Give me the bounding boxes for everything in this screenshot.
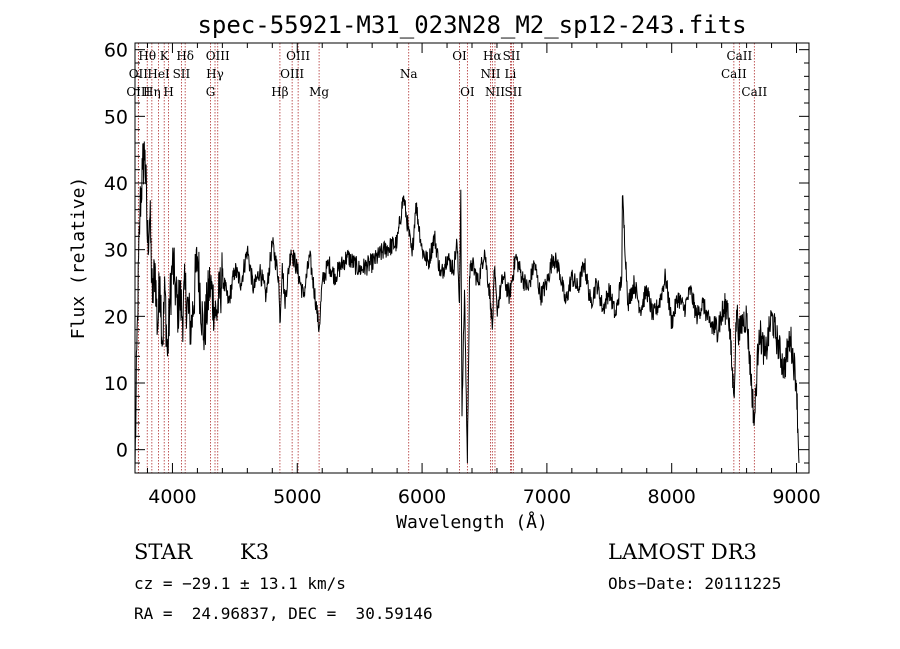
spectral-line-label: OIII xyxy=(206,49,230,63)
y-tick-label: 0 xyxy=(116,440,128,462)
spectral-line-label: Mg xyxy=(309,85,329,99)
spectral-line-label: CaII xyxy=(726,49,752,63)
x-tick-label: 7000 xyxy=(523,486,571,508)
object-class: STAR xyxy=(134,540,193,564)
spectral-line-label: Hβ xyxy=(271,85,288,99)
x-tick-label: 8000 xyxy=(648,486,696,508)
y-tick-label: 50 xyxy=(104,106,128,128)
spectral-line-label: SII xyxy=(504,85,522,99)
axis-ticks: 4000 5000 6000 7000 8000 9000 0 10 20 30 40 50 60 xyxy=(104,40,821,508)
survey-name: LAMOST DR3 xyxy=(608,540,757,564)
spectral-line-label: OII xyxy=(129,67,149,81)
spectral-line-label: K xyxy=(160,49,170,63)
y-tick-label: 30 xyxy=(104,240,128,262)
spectral-line-label: NII xyxy=(480,67,500,81)
y-tick-label: 40 xyxy=(104,173,128,195)
spectral-line-label: Na xyxy=(400,67,418,81)
chart-title: spec-55921-M31_023N28_M2_sp12-243.fits xyxy=(197,11,746,39)
spectral-line-label: Li xyxy=(505,67,517,81)
spectral-line-label: OIII xyxy=(126,85,150,99)
y-tick-label: 60 xyxy=(104,40,128,62)
spectral-line-label: HeI xyxy=(147,67,170,81)
y-tick-label: 20 xyxy=(104,306,128,328)
y-tick-label: 10 xyxy=(104,373,128,395)
spectral-line-label: Hγ xyxy=(206,67,224,81)
spectral-line-label: OI xyxy=(460,85,475,99)
flux-series-line xyxy=(134,141,800,470)
spectral-line-label: OIII xyxy=(286,49,310,63)
spectral-line-label: Hα xyxy=(483,49,502,63)
redshift-velocity: cz = −29.1 ± 13.1 km/s xyxy=(134,574,346,593)
spectral-line-label: H xyxy=(163,85,173,99)
spectral-line-label: Hθ xyxy=(138,49,156,63)
observation-date: Obs−Date: 20111225 xyxy=(608,574,782,593)
coordinates: RA = 24.96837, DEC = 30.59146 xyxy=(134,604,433,623)
spectral-line-label: SII xyxy=(503,49,521,63)
object-subclass: K3 xyxy=(240,540,270,564)
spectral-line-label: OI xyxy=(452,49,467,63)
spectral-line-label: Hδ xyxy=(176,49,194,63)
x-tick-label: 5000 xyxy=(273,486,321,508)
spectral-lines xyxy=(137,43,755,473)
spectral-line-label: SII xyxy=(173,67,191,81)
spectral-line-label: CaII xyxy=(741,85,767,99)
spectral-line-label: G xyxy=(206,85,216,99)
spectral-line-label: CaII xyxy=(721,67,747,81)
x-tick-label: 9000 xyxy=(772,486,820,508)
x-tick-label: 6000 xyxy=(398,486,446,508)
plot-frame xyxy=(134,42,810,474)
spectral-line-label: Hη xyxy=(143,85,161,99)
x-axis-label: Wavelength (Å) xyxy=(396,511,548,533)
spectral-line-label: NII xyxy=(485,85,505,99)
spectral-line-label: OIII xyxy=(280,67,304,81)
spectral-line-labels: Hθ OII OIII K HeI Hη H Hδ SII OIII Hγ G OIII OIII Hβ Mg… xyxy=(126,49,767,99)
y-axis-label: Flux (relative) xyxy=(68,177,89,340)
x-tick-label: 4000 xyxy=(148,486,196,508)
